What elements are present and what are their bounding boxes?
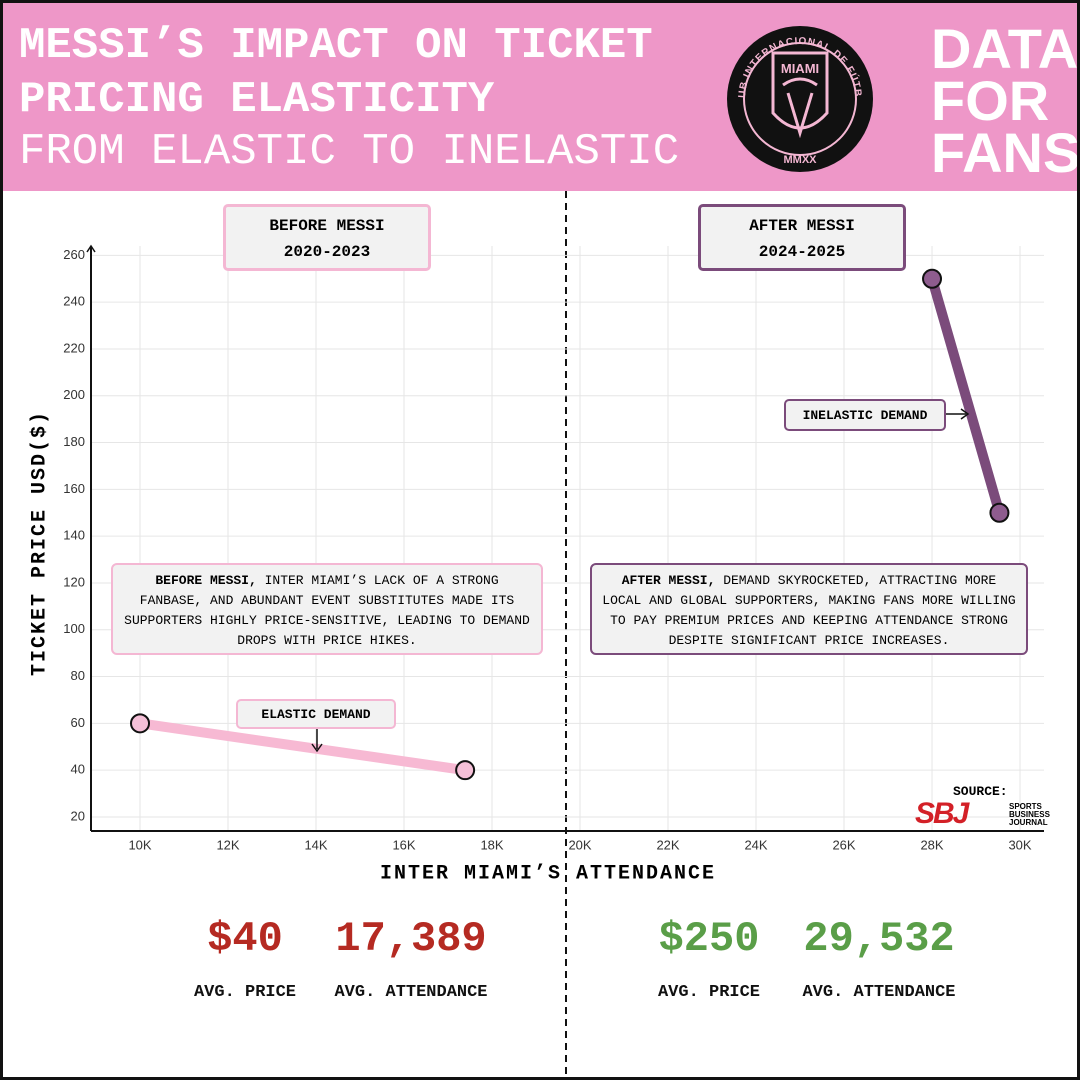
stat-label: AVG. PRICE [193, 983, 297, 1002]
x-tick-label: 24K [744, 837, 767, 852]
data-point [989, 502, 1010, 523]
stat-attendance: 29,532 [803, 915, 955, 963]
logo-name: MIAMI [781, 61, 819, 76]
y-axis-arrow [86, 244, 96, 253]
data-point [922, 268, 943, 289]
logo-year: MMXX [784, 154, 818, 166]
stat-label: AVG. PRICE [657, 983, 761, 1002]
panel-period: 2020-2023 [283, 243, 371, 261]
y-tick-label: 120 [63, 574, 85, 589]
description-text: DEMAND SKYROCKETED, ATTRACTING MORE LOCA… [602, 573, 1016, 648]
y-tick-label: 60 [71, 715, 85, 730]
x-tick-label: 18K [480, 837, 503, 852]
y-tick-label: 220 [63, 340, 85, 355]
subtitle: FROM ELASTIC TO INELASTIC [19, 127, 680, 177]
source-label: SOURCE: [953, 784, 1008, 799]
x-tick-label: 26K [832, 837, 855, 852]
y-tick-label: 260 [63, 247, 85, 262]
description: AFTER MESSI, DEMAND SKYROCKETED, ATTRACT… [590, 563, 1028, 655]
panel-label: AFTER MESSI 2024-2025 [698, 204, 906, 271]
description-text: INTER MIAMI’S LACK OF A STRONG FANBASE, … [124, 573, 530, 648]
title: MESSI’S IMPACT ON TICKET PRICING ELASTIC… [19, 21, 653, 125]
x-axis-label: INTER MIAMI’S ATTENDANCE [380, 862, 716, 885]
stat-price: $250 [658, 915, 760, 963]
x-tick-label: 22K [656, 837, 679, 852]
x-tick-label: 16K [392, 837, 415, 852]
y-tick-label: 240 [63, 294, 85, 309]
demand-label: ELASTIC DEMAND [236, 699, 396, 729]
data-point [455, 760, 476, 781]
stat-price: $40 [207, 915, 283, 963]
x-tick-label: 14K [304, 837, 327, 852]
panel-title: AFTER MESSI [749, 217, 855, 235]
series-line [135, 718, 471, 776]
y-axis-label: TICKET PRICE USD($) [28, 410, 51, 676]
brand: DATA FOR FANS [931, 17, 1080, 184]
y-tick-label: 180 [63, 434, 85, 449]
y-tick-label: 140 [63, 528, 85, 543]
y-tick-label: 100 [63, 621, 85, 636]
description-lead: BEFORE MESSI, [155, 573, 257, 588]
description-lead: AFTER MESSI, [621, 573, 716, 588]
y-tick-label: 80 [71, 668, 85, 683]
stat-label: AVG. ATTENDANCE [334, 983, 488, 1002]
stat-label: AVG. ATTENDANCE [802, 983, 956, 1002]
stat-attendance: 17,389 [335, 915, 487, 963]
arrow-head [311, 743, 323, 753]
data-point [130, 713, 151, 734]
x-tick-label: 28K [920, 837, 943, 852]
panel-period: 2024-2025 [758, 243, 846, 261]
chart: CLUB INTERNACIONAL DE FÚTBOL MIAMI MMXX … [3, 3, 1044, 1077]
x-tick-label: 20K [568, 837, 591, 852]
source-name: SPORTS BUSINESS JOURNAL [1009, 802, 1050, 827]
x-tick-label: 30K [1008, 837, 1031, 852]
panel-label: BEFORE MESSI 2020-2023 [223, 204, 431, 271]
header [3, 3, 1077, 191]
y-tick-label: 160 [63, 481, 85, 496]
demand-label: INELASTIC DEMAND [784, 399, 946, 431]
logo: CLUB INTERNACIONAL DE FÚTBOL MIAMI MMXX [3, 3, 873, 172]
source-logo: SBJ [915, 797, 969, 830]
description: BEFORE MESSI, INTER MIAMI’S LACK OF A ST… [111, 563, 543, 655]
y-tick-label: 40 [71, 762, 85, 777]
x-tick-label: 12K [216, 837, 239, 852]
arrow-head [960, 408, 970, 420]
x-tick-label: 10K [128, 837, 151, 852]
series-line [927, 273, 1005, 518]
panel-title: BEFORE MESSI [269, 217, 385, 235]
y-tick-label: 20 [71, 808, 85, 823]
y-tick-label: 200 [63, 387, 85, 402]
